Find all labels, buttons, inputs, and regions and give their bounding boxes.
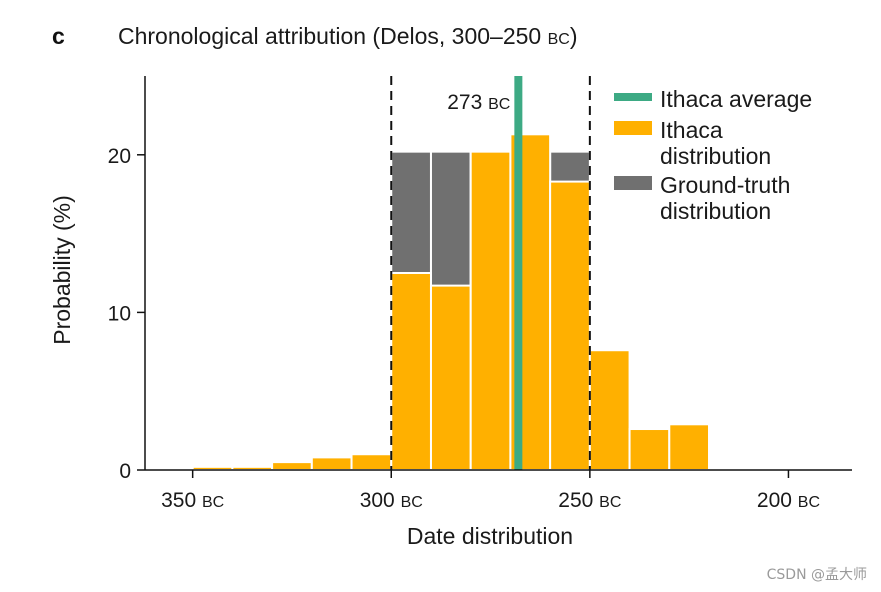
panel-letter: c — [52, 23, 65, 49]
chart-title: Chronological attribution (Delos, 300–25… — [118, 23, 578, 49]
x-tick-label: 300 BC — [360, 489, 423, 512]
ithaca-bar — [469, 150, 512, 471]
ithaca-average-line — [514, 76, 523, 470]
watermark: CSDN @孟大师 — [766, 567, 867, 583]
y-tick-label: 20 — [108, 145, 131, 168]
ithaca-bar — [668, 423, 711, 471]
reference-lines — [390, 76, 591, 470]
legend-label-avg: Ithaca average — [660, 86, 812, 112]
ithaca-bar — [549, 180, 591, 471]
legend-swatch-line — [614, 93, 652, 101]
legend-label-ithaca: Ithaca distribution — [660, 117, 771, 169]
axes: 0 10 20 350 BC 300 BC 250 BC 200 BC — [108, 76, 852, 512]
ithaca-bar — [628, 428, 671, 471]
ithaca-bar — [588, 349, 631, 471]
legend: Ithaca average Ithaca distributionGround-t… — [614, 86, 812, 224]
average-label: 273 BC — [447, 91, 510, 114]
legend-swatch — [614, 121, 652, 135]
legend-swatch — [614, 176, 652, 190]
legend-label-gt: Ground-truth distribution — [660, 172, 790, 224]
ithaca-bar — [271, 461, 313, 471]
ithaca-bar — [310, 456, 353, 471]
ithaca-bar — [429, 284, 472, 471]
x-tick-label: 250 BC — [558, 489, 621, 512]
y-tick-label: 0 — [119, 460, 131, 483]
x-axis-label: Date distribution — [407, 523, 573, 549]
x-tick-label: 350 BC — [161, 489, 224, 512]
ithaca-bar — [390, 272, 432, 471]
ithaca-bar — [350, 453, 393, 471]
ithaca-average-line-group: 273 BC — [447, 76, 523, 470]
x-tick-label: 200 BC — [757, 489, 820, 512]
y-tick-label: 10 — [108, 302, 131, 325]
y-axis-label: Probability (%) — [49, 195, 75, 345]
